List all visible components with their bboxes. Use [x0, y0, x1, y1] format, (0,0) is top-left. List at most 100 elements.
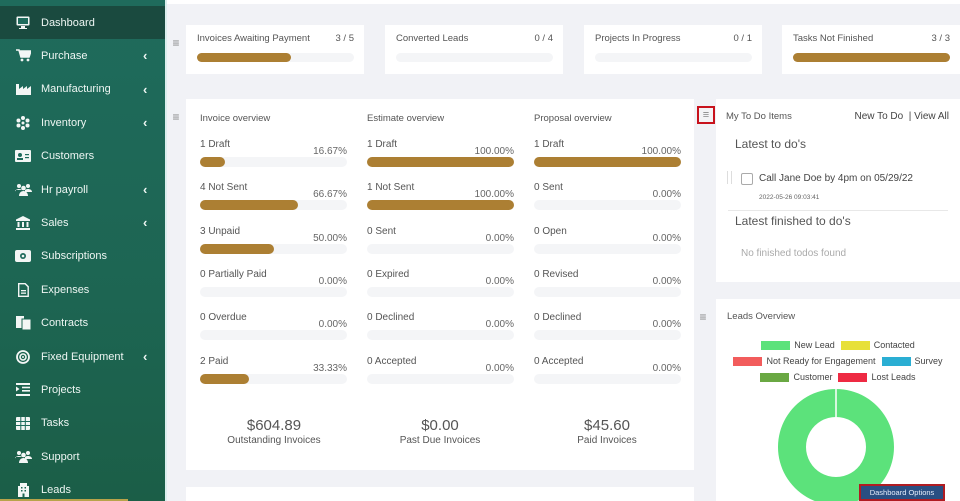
sidebar-item-label: Sales: [41, 216, 69, 229]
main-content: ≡ Invoices Awaiting Payment 3 / 5 Converte…: [165, 0, 960, 501]
sidebar-item-expenses[interactable]: Expenses: [0, 273, 165, 306]
widget-card: [186, 487, 694, 501]
users-icon: [14, 181, 32, 199]
row-label: 0 Partially Paid: [200, 268, 267, 280]
sidebar-item-customers[interactable]: Customers: [0, 140, 165, 173]
sidebar-item-hr-payroll[interactable]: Hr payroll ‹: [0, 173, 165, 206]
row-percent: 0.00%: [652, 189, 681, 201]
id-card-icon: [14, 147, 32, 165]
legend-item[interactable]: New Lead: [761, 340, 835, 350]
sidebar-item-leads[interactable]: Leads: [0, 474, 165, 501]
legend-item[interactable]: Not Ready for Engagement: [733, 356, 876, 366]
row-percent: 0.00%: [652, 275, 681, 287]
todo-checkbox[interactable]: [741, 173, 753, 185]
sidebar-item-inventory[interactable]: Inventory ‹: [0, 106, 165, 139]
sidebar-item-contracts[interactable]: Contracts: [0, 307, 165, 340]
total-amount: $45.60: [584, 417, 630, 434]
overview-row[interactable]: 0 Expired 0.00%: [367, 269, 514, 305]
new-todo-link[interactable]: New To Do: [854, 111, 904, 122]
view-all-link[interactable]: | View All: [908, 111, 949, 122]
overview-row[interactable]: 0 Sent 0.00%: [534, 182, 681, 218]
legend-swatch: [761, 340, 791, 350]
legend-item[interactable]: Lost Leads: [838, 372, 916, 382]
chevron-left-icon[interactable]: ‹: [143, 81, 148, 97]
chevron-left-icon[interactable]: ‹: [143, 215, 148, 231]
sidebar-item-manufacturing[interactable]: Manufacturing ‹: [0, 73, 165, 106]
money-bill-icon: [14, 247, 32, 265]
row-label: 1 Draft: [200, 139, 231, 150]
row-progress-fill: [367, 157, 514, 167]
sidebar-item-sales[interactable]: Sales ‹: [0, 206, 165, 239]
row-label: 0 Accepted: [534, 355, 584, 367]
overview-row[interactable]: 0 Partially Paid 0.00%: [200, 269, 347, 305]
overview-row[interactable]: 1 Draft 16.67%: [200, 139, 347, 175]
row-label: 0 Revised: [534, 268, 579, 280]
chevron-left-icon[interactable]: ‹: [143, 349, 148, 364]
sidebar-item-label: Dashboard: [41, 16, 95, 29]
sidebar-item-label: Inventory: [41, 116, 87, 129]
legend-item[interactable]: Customer: [760, 372, 832, 382]
sidebar-item-projects[interactable]: Projects: [0, 373, 165, 406]
empty-message: No finished todos found: [741, 248, 847, 259]
overview-row[interactable]: 0 Accepted 0.00%: [534, 356, 681, 392]
stat-title: Invoices Awaiting Payment: [197, 33, 310, 44]
industry-icon: [14, 80, 32, 98]
sidebar-item-fixed-equipment[interactable]: Fixed Equipment ‹: [0, 340, 165, 373]
overview-row[interactable]: 1 Draft 100.00%: [534, 139, 681, 175]
sidebar-item-label: Fixed Equipment: [41, 350, 124, 363]
stat-progress-track: [197, 53, 354, 62]
chevron-left-icon[interactable]: ‹: [143, 115, 148, 131]
overview-row[interactable]: 0 Declined 0.00%: [534, 312, 681, 348]
sidebar-item-support[interactable]: Support: [0, 440, 165, 473]
legend-item[interactable]: Survey: [881, 356, 943, 366]
row-label: 2 Paid: [200, 355, 229, 367]
sidebar-item-tasks[interactable]: Tasks: [0, 407, 165, 440]
row-progress-track: [534, 330, 681, 341]
overview-row[interactable]: 0 Open 0.00%: [534, 226, 681, 262]
snowflake-icon: [14, 114, 32, 132]
overview-row[interactable]: 0 Sent 0.00%: [367, 226, 514, 262]
copy-icon: [14, 314, 32, 332]
overview-row[interactable]: 2 Paid 33.33%: [200, 356, 347, 392]
stat-card: Tasks Not Finished 3 / 3: [782, 25, 960, 74]
chevron-left-icon[interactable]: ‹: [143, 48, 148, 64]
todo-links: New To Do | View All: [854, 111, 949, 122]
legend-row: New Lead Contacted: [716, 340, 960, 350]
row-percent: 0.00%: [652, 232, 681, 244]
overview-row[interactable]: 1 Draft 100.00%: [367, 139, 514, 175]
overview-row[interactable]: 3 Unpaid 50.00%: [200, 226, 347, 262]
sidebar-item-subscriptions[interactable]: Subscriptions: [0, 240, 165, 273]
sidebar-item-label: Hr payroll: [41, 183, 89, 196]
todo-item-text[interactable]: Call Jane Doe by 4pm on 05/29/22: [759, 173, 913, 184]
donut-slice-new-lead[interactable]: [778, 389, 894, 501]
sidebar-item-dashboard[interactable]: Dashboard: [0, 6, 165, 39]
drag-handle-icon[interactable]: ≡: [699, 310, 707, 324]
drag-handle-icon[interactable]: ≡: [172, 36, 180, 50]
row-progress-track: [367, 243, 514, 254]
chevron-left-icon[interactable]: ‹: [143, 182, 148, 197]
divider: [728, 210, 948, 211]
overview-row[interactable]: 1 Not Sent 100.00%: [367, 182, 514, 218]
row-percent: 0.00%: [485, 232, 514, 244]
stat-progress-track: [793, 53, 950, 62]
legend-item[interactable]: Contacted: [840, 340, 915, 350]
row-label: 0 Overdue: [200, 312, 247, 324]
row-progress-track: [367, 330, 514, 341]
sidebar-item-purchase[interactable]: Purchase ‹: [0, 39, 165, 72]
row-progress-track: [534, 373, 681, 384]
drag-handle-icon[interactable]: ≡: [172, 110, 180, 124]
overview-row[interactable]: 0 Revised 0.00%: [534, 269, 681, 305]
overview-row[interactable]: 0 Declined 0.00%: [367, 312, 514, 348]
overview-row[interactable]: 4 Not Sent 66.67%: [200, 182, 347, 218]
row-progress-track: [200, 286, 347, 297]
overview-row[interactable]: 0 Overdue 0.00%: [200, 312, 347, 348]
invoice-total: $604.89 Outstanding Invoices: [194, 417, 354, 446]
menu-handle-icon[interactable]: ≡: [697, 106, 715, 124]
dashboard-options-button[interactable]: Dashboard Options: [859, 484, 945, 501]
legend-label: Survey: [914, 356, 943, 366]
row-label: 1 Not Sent: [367, 182, 415, 194]
todo-title: My To Do Items: [726, 111, 792, 122]
drag-handle-icon[interactable]: [727, 171, 732, 184]
overview-row[interactable]: 0 Accepted 0.00%: [367, 356, 514, 392]
total-caption: Outstanding Invoices: [227, 435, 321, 446]
